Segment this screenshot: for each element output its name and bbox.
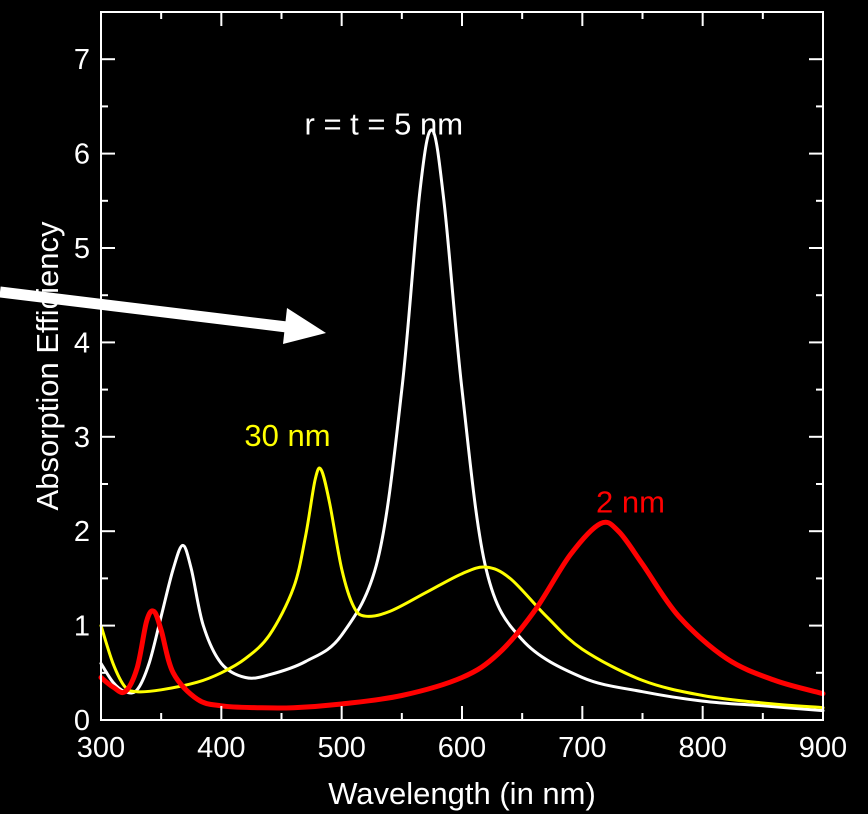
x-tick-label: 500 <box>317 732 365 764</box>
series-line-0 <box>99 128 825 713</box>
pointer-arrow <box>0 286 326 344</box>
y-tick-label: 1 <box>74 611 90 643</box>
y-tick-label: 5 <box>74 233 90 265</box>
y-tick-label: 4 <box>74 327 90 359</box>
x-axis-title: Wavelength (in nm) <box>328 776 596 811</box>
x-tick-label: 600 <box>438 732 486 764</box>
y-tick-label: 3 <box>74 422 90 454</box>
x-tick-label: 700 <box>558 732 606 764</box>
x-tick-label: 900 <box>799 732 847 764</box>
y-axis-title: Absorption Efficiency <box>30 221 65 510</box>
x-tick-label: 400 <box>197 732 245 764</box>
x-tick-label: 300 <box>77 732 125 764</box>
annotation-layer: r = t = 5 nm 30 nm 2 nm <box>244 107 664 520</box>
series-line-2 <box>98 519 826 711</box>
annotation-0: r = t = 5 nm <box>305 107 464 142</box>
y-tick-label: 0 <box>74 705 90 737</box>
ticks-layer <box>100 11 824 721</box>
annotation-1: 30 nm <box>244 418 330 453</box>
y-tick-label: 7 <box>74 44 90 76</box>
y-tick-label: 6 <box>74 139 90 171</box>
annotation-2: 2 nm <box>596 484 665 519</box>
arrow-shaft <box>0 286 296 334</box>
arrow-head <box>283 308 326 344</box>
y-tick-label: 2 <box>74 516 90 548</box>
series-layer <box>98 128 826 713</box>
labels-layer: 300 400 500 600 700 800 900 0 1 2 3 4 5 6 7 <box>74 44 847 764</box>
x-tick-label: 800 <box>678 732 726 764</box>
